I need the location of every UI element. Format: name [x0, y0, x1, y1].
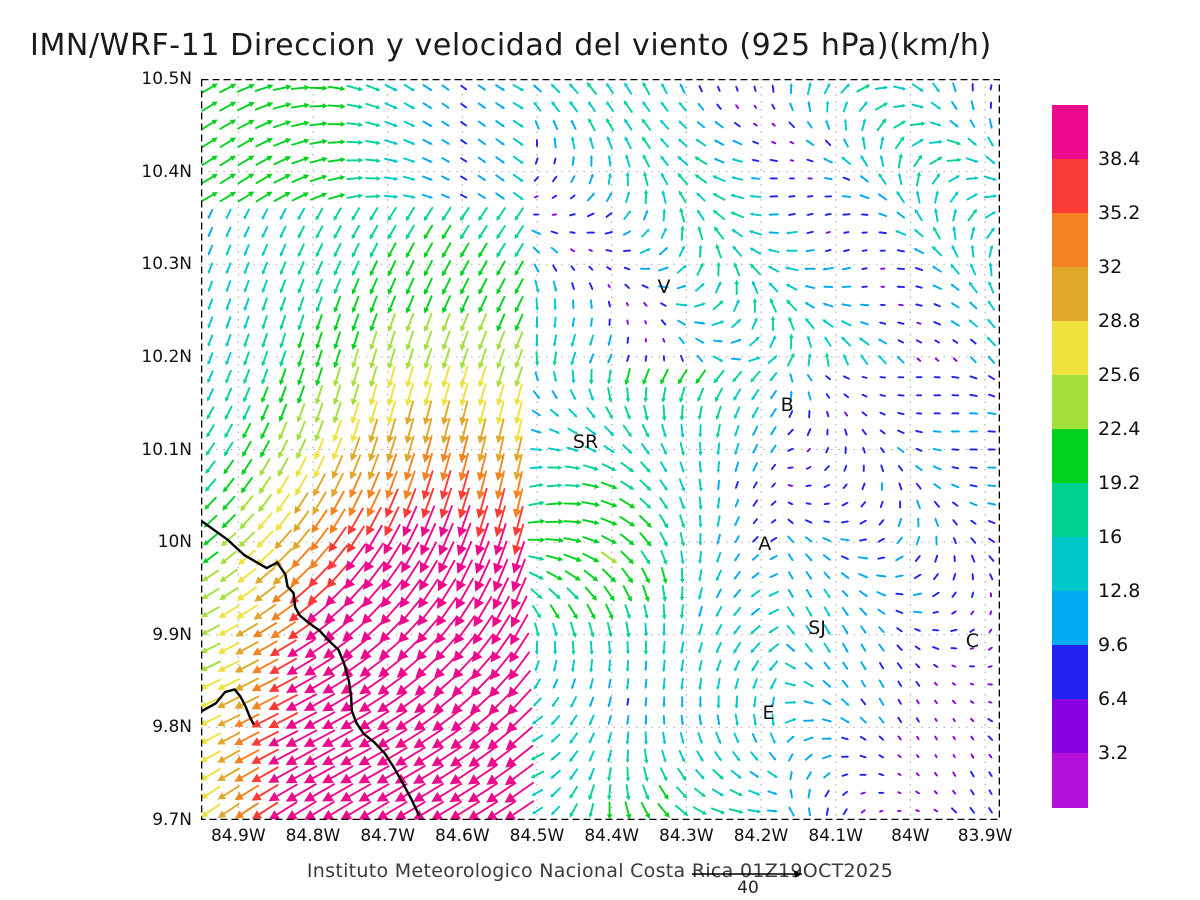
- colorbar-band: [1052, 321, 1088, 376]
- wind-arrows: [201, 81, 998, 820]
- colorbar-band: [1052, 375, 1088, 430]
- y-axis-tick-label: 10.1N: [141, 439, 192, 460]
- colorbar-band: [1052, 699, 1088, 754]
- colorbar-tick-label: 19.2: [1098, 472, 1141, 494]
- colorbar-band: [1052, 429, 1088, 484]
- x-axis-tick-label: 84.1W: [808, 826, 864, 846]
- x-axis-tick-label: 84.3W: [659, 826, 714, 846]
- wind-map-plot: V B SR A SJ C E: [201, 79, 1000, 820]
- colorbar-band: [1052, 645, 1088, 700]
- colorbar-band: [1052, 213, 1088, 268]
- city-label: B: [780, 394, 794, 417]
- colorbar-tick-label: 3.2: [1098, 742, 1129, 764]
- y-axis-tick-label: 9.9N: [152, 624, 192, 645]
- x-axis-tick-label: 84.6W: [435, 826, 490, 846]
- page-title: IMN/WRF-11 Direccion y velocidad del vie…: [30, 28, 992, 63]
- x-axis-tick-label: 84.8W: [285, 826, 341, 846]
- colorbar: 38.4 35.2 32 28.8 25.6 22.4 19.2 16 12.8 9.6 6.4 3.…: [1052, 105, 1140, 808]
- reference-vector-icon: [692, 870, 802, 878]
- x-axis-tick-label: 84.9W: [210, 826, 266, 846]
- wind-vector-field: [201, 79, 1000, 820]
- y-axis-tick-label: 10N: [157, 532, 192, 553]
- y-axis-tick-label: 10.5N: [141, 69, 192, 89]
- colorbar-tick-label: 32: [1098, 256, 1123, 278]
- colorbar-band: [1052, 591, 1088, 646]
- colorbar-tick-label: 25.6: [1098, 364, 1141, 386]
- y-axis-tick-label: 10.3N: [141, 254, 192, 275]
- x-axis-tick-label: 84.5W: [509, 826, 565, 846]
- colorbar-band: [1052, 267, 1088, 322]
- colorbar-tick-label: 9.6: [1098, 634, 1129, 656]
- gridlines: [201, 79, 1000, 820]
- colorbar-band: [1052, 753, 1088, 808]
- colorbar-tick-label: 38.4: [1098, 148, 1141, 170]
- colorbar-tick-label: 28.8: [1098, 310, 1141, 332]
- colorbar-band: [1052, 159, 1088, 214]
- y-axis-tick-label: 9.8N: [152, 717, 192, 738]
- city-label: V: [657, 276, 671, 299]
- x-axis-tick-label: 84W: [891, 826, 930, 846]
- x-axis-tick-label: 83.9W: [957, 826, 1013, 846]
- colorbar-tick-label: 12.8: [1098, 580, 1141, 602]
- city-label: SJ: [808, 617, 826, 640]
- colorbar-tick-label: 22.4: [1098, 418, 1141, 440]
- colorbar-band: [1052, 537, 1088, 592]
- y-axis-tick-label: 10.4N: [141, 161, 192, 182]
- colorbar-band: [1052, 105, 1088, 160]
- city-label: E: [762, 702, 775, 725]
- city-label: C: [965, 630, 979, 653]
- city-label: A: [758, 532, 772, 555]
- colorbar-band: [1052, 483, 1088, 538]
- colorbar-tick-label: 6.4: [1098, 688, 1129, 710]
- y-axis-tick-label: 9.7N: [152, 810, 192, 830]
- colorbar-tick-label: 16: [1098, 526, 1123, 548]
- x-axis-tick-label: 84.4W: [584, 826, 640, 846]
- city-label: SR: [572, 431, 599, 454]
- reference-vector-label: 40: [737, 878, 759, 898]
- y-axis-tick-label: 10.2N: [141, 346, 192, 367]
- footer-credit: Instituto Meteorologico Nacional Costa R…: [306, 860, 894, 882]
- colorbar-tick-label: 35.2: [1098, 202, 1141, 224]
- x-axis-tick-label: 84.7W: [360, 826, 416, 846]
- x-axis-tick-label: 84.2W: [733, 826, 789, 846]
